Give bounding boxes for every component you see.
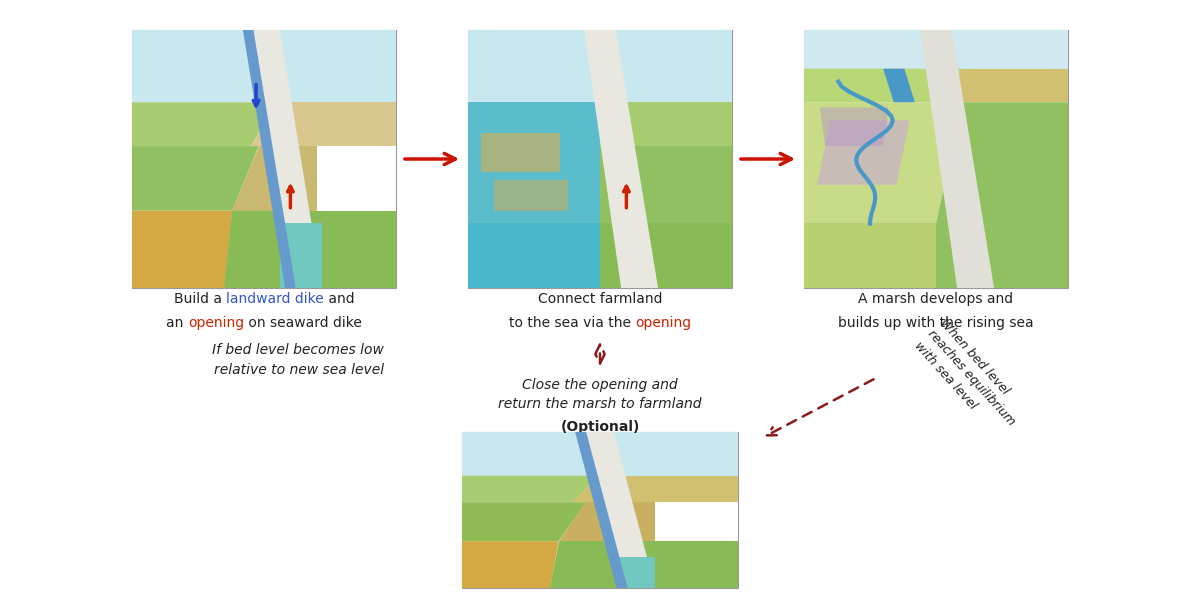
Polygon shape xyxy=(936,69,1068,102)
Polygon shape xyxy=(251,102,396,146)
FancyBboxPatch shape xyxy=(468,30,732,288)
Polygon shape xyxy=(248,30,322,288)
Polygon shape xyxy=(462,476,600,502)
Polygon shape xyxy=(132,211,233,288)
Polygon shape xyxy=(132,30,396,102)
Polygon shape xyxy=(804,30,1068,102)
Polygon shape xyxy=(817,120,910,185)
Polygon shape xyxy=(462,541,559,588)
Polygon shape xyxy=(462,432,738,476)
Polygon shape xyxy=(584,30,658,288)
Text: an: an xyxy=(166,316,188,330)
Polygon shape xyxy=(224,211,396,288)
Polygon shape xyxy=(936,102,1068,288)
Polygon shape xyxy=(804,102,962,223)
Text: on seaward dike: on seaward dike xyxy=(244,316,362,330)
Text: and: and xyxy=(324,292,354,306)
Polygon shape xyxy=(462,502,587,541)
Text: builds up with the rising sea: builds up with the rising sea xyxy=(838,316,1034,330)
Text: opening: opening xyxy=(635,316,691,330)
Text: Close the opening and
return the marsh to farmland: Close the opening and return the marsh t… xyxy=(498,378,702,412)
Polygon shape xyxy=(494,179,569,211)
Text: (Optional): (Optional) xyxy=(560,420,640,434)
Text: to the sea via the: to the sea via the xyxy=(509,316,635,330)
Polygon shape xyxy=(481,133,560,172)
Polygon shape xyxy=(468,30,732,102)
Polygon shape xyxy=(575,432,628,588)
FancyBboxPatch shape xyxy=(804,30,1068,288)
Text: When bed level
reaches equilibrium
with sea level: When bed level reaches equilibrium with … xyxy=(912,316,1030,440)
Polygon shape xyxy=(600,223,732,288)
Polygon shape xyxy=(132,146,259,211)
Polygon shape xyxy=(581,432,655,588)
FancyBboxPatch shape xyxy=(132,30,396,288)
Polygon shape xyxy=(559,502,655,541)
Polygon shape xyxy=(551,541,738,588)
Polygon shape xyxy=(804,69,962,102)
Polygon shape xyxy=(883,69,914,102)
Polygon shape xyxy=(242,30,295,288)
Polygon shape xyxy=(572,476,738,502)
Polygon shape xyxy=(587,102,732,146)
Text: landward dike: landward dike xyxy=(226,292,324,306)
Text: Build a: Build a xyxy=(174,292,226,306)
Polygon shape xyxy=(619,557,655,588)
Text: opening: opening xyxy=(188,316,244,330)
Polygon shape xyxy=(600,146,732,223)
Polygon shape xyxy=(468,223,600,288)
Polygon shape xyxy=(233,146,317,211)
Polygon shape xyxy=(820,107,888,146)
Text: If bed level becomes low
relative to new sea level: If bed level becomes low relative to new… xyxy=(212,343,384,377)
Polygon shape xyxy=(280,223,322,288)
FancyBboxPatch shape xyxy=(462,432,738,588)
Polygon shape xyxy=(804,223,936,288)
Polygon shape xyxy=(132,102,277,146)
Polygon shape xyxy=(468,102,600,223)
Text: Connect farmland: Connect farmland xyxy=(538,292,662,306)
Polygon shape xyxy=(920,30,994,288)
Text: A marsh develops and: A marsh develops and xyxy=(858,292,1014,306)
